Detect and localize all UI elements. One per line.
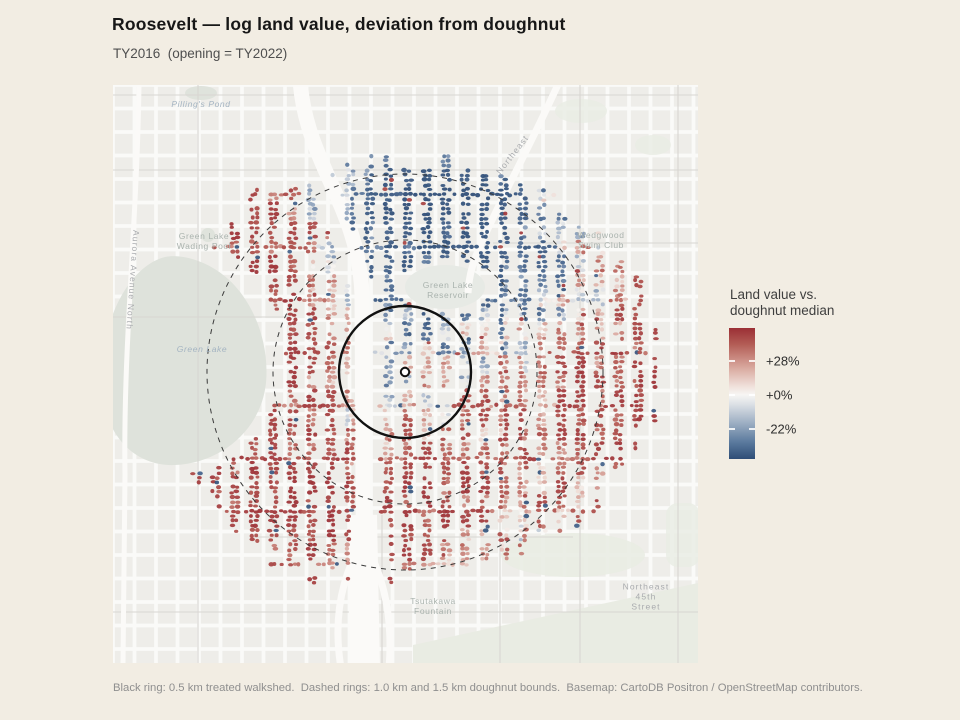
legend-tick-mark <box>729 360 735 362</box>
legend-tick-label-2: -22% <box>766 421 797 437</box>
legend-title: Land value vs. doughnut median <box>730 287 834 320</box>
legend-title-line1: Land value vs. <box>730 287 818 302</box>
rings-overlay <box>206 173 604 571</box>
legend-tick-label-1: +0% <box>766 387 793 403</box>
legend-tick-mark <box>729 428 735 430</box>
figure-caption: Black ring: 0.5 km treated walkshed. Das… <box>113 682 863 694</box>
station-marker <box>399 366 411 378</box>
doughnut-inner-ring <box>272 239 538 505</box>
legend-tick-mark <box>749 360 755 362</box>
treated-walkshed-ring <box>337 304 473 440</box>
legend-tick-mark <box>749 428 755 430</box>
legend-tick-mark <box>749 393 755 396</box>
legend-colorbar <box>729 328 755 459</box>
doughnut-outer-ring <box>206 173 604 571</box>
figure-title: Roosevelt — log land value, deviation fr… <box>112 14 566 34</box>
legend-tick-mark <box>729 393 735 396</box>
map-panel: Pilling's Pond Aurora Avenue North Green L… <box>113 85 698 663</box>
legend-title-line2: doughnut median <box>730 303 835 319</box>
figure-subtitle: TY2016 (opening = TY2022) <box>113 46 288 61</box>
legend-tick-label-0: +28% <box>766 353 800 369</box>
